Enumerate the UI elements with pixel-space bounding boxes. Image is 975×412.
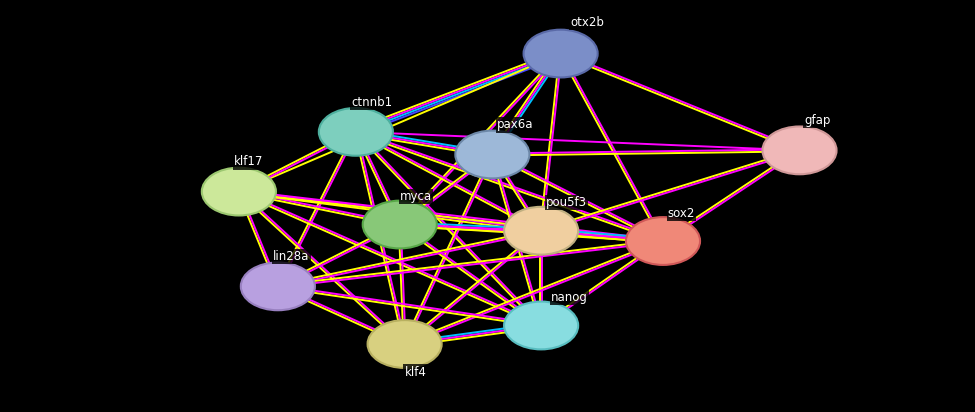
Ellipse shape xyxy=(504,207,578,255)
Text: pou5f3: pou5f3 xyxy=(546,196,587,209)
Text: sox2: sox2 xyxy=(668,206,695,220)
Ellipse shape xyxy=(524,30,598,77)
Ellipse shape xyxy=(319,108,393,156)
Text: gfap: gfap xyxy=(804,114,831,127)
Text: otx2b: otx2b xyxy=(570,16,604,29)
Ellipse shape xyxy=(626,217,700,265)
Ellipse shape xyxy=(504,302,578,349)
Text: ctnnb1: ctnnb1 xyxy=(351,96,392,109)
Text: lin28a: lin28a xyxy=(273,250,309,263)
Ellipse shape xyxy=(241,262,315,310)
Ellipse shape xyxy=(368,320,442,368)
Ellipse shape xyxy=(762,126,837,174)
Text: pax6a: pax6a xyxy=(497,118,533,131)
Ellipse shape xyxy=(363,201,437,248)
Ellipse shape xyxy=(455,131,529,178)
Text: klf4: klf4 xyxy=(405,365,426,379)
Text: myca: myca xyxy=(400,190,432,203)
Text: nanog: nanog xyxy=(551,291,588,304)
Ellipse shape xyxy=(202,168,276,215)
Text: klf17: klf17 xyxy=(234,155,263,169)
